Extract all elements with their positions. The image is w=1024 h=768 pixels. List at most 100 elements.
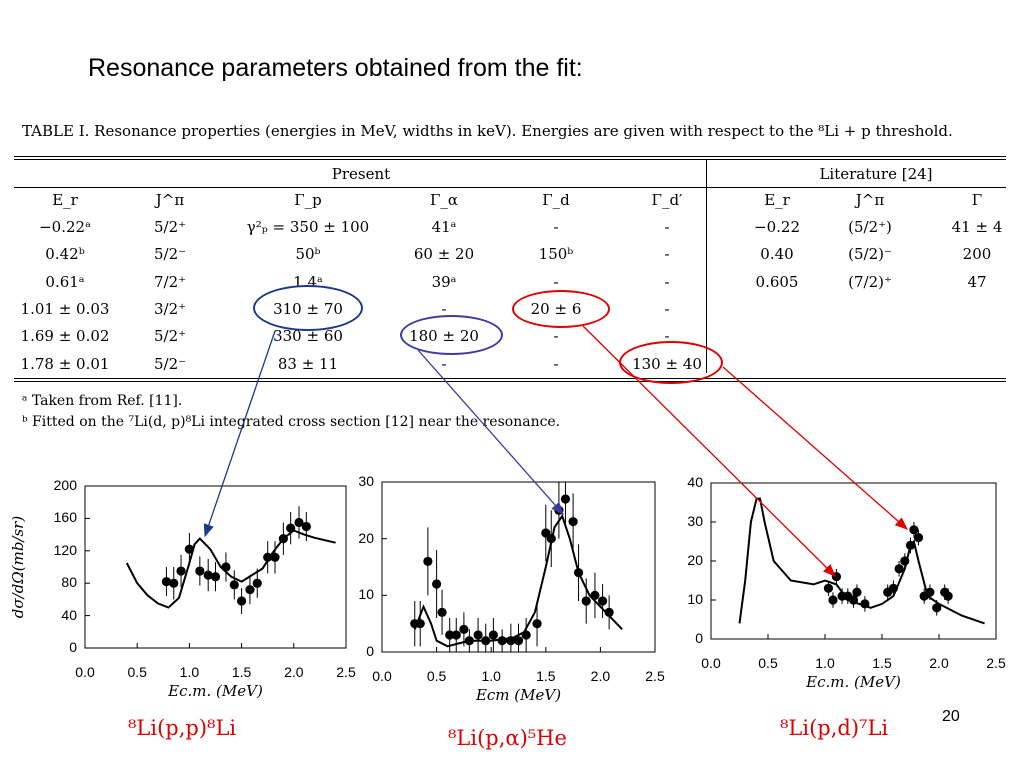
data-point bbox=[423, 556, 433, 566]
data-point bbox=[252, 578, 262, 588]
footnote-a: ᵃ Taken from Ref. [11]. bbox=[22, 393, 183, 409]
table-cell: - bbox=[664, 327, 670, 346]
y-tick-label: 0 bbox=[69, 639, 77, 655]
data-point bbox=[437, 607, 447, 617]
data-point bbox=[270, 552, 280, 562]
group-header-literature: Literature [24] bbox=[819, 165, 933, 183]
table-cell: 41 ± 4 bbox=[951, 218, 1003, 236]
y-tick-label: 0 bbox=[366, 643, 374, 659]
x-tick-label: 0.0 bbox=[75, 664, 95, 680]
data-point bbox=[195, 566, 205, 576]
x-tick-label: 1.0 bbox=[815, 655, 835, 671]
data-point bbox=[294, 517, 304, 528]
column-header: Γ_α bbox=[429, 191, 459, 209]
data-point bbox=[203, 570, 213, 580]
data-point bbox=[451, 630, 461, 640]
column-header: Γ_p bbox=[294, 191, 322, 209]
data-point bbox=[237, 596, 247, 606]
data-point bbox=[909, 525, 919, 535]
table-cell: 330 ± 60 bbox=[273, 327, 343, 346]
data-point bbox=[210, 572, 221, 582]
table-caption: TABLE I. Resonance properties (energies … bbox=[22, 122, 953, 140]
data-point bbox=[823, 583, 834, 593]
table-cell: - bbox=[553, 354, 559, 373]
y-tick-label: 0 bbox=[695, 630, 703, 646]
table-cell: 0.40 bbox=[760, 245, 794, 264]
data-point bbox=[473, 630, 483, 640]
y-tick-label: 10 bbox=[358, 586, 374, 603]
column-header: E_r bbox=[52, 191, 78, 209]
data-point bbox=[445, 630, 455, 640]
x-tick-label: 2.5 bbox=[336, 664, 356, 680]
column-header: Γ bbox=[971, 191, 983, 209]
fit-curve bbox=[738, 497, 985, 625]
data-point bbox=[828, 595, 838, 605]
data-point bbox=[597, 596, 608, 606]
table-cell: 5/2⁺ bbox=[153, 327, 187, 346]
data-point bbox=[568, 517, 578, 527]
y-tick-label: 40 bbox=[687, 474, 703, 490]
data-point bbox=[913, 533, 924, 543]
data-point bbox=[245, 585, 255, 595]
data-point bbox=[532, 619, 542, 629]
x-tick-label: 2.5 bbox=[986, 655, 1006, 671]
table-cell: 1.78 ± 0.01 bbox=[20, 354, 110, 373]
table-cell: 3/2⁺ bbox=[153, 299, 187, 318]
table-cell: (5/2)⁻ bbox=[848, 245, 892, 264]
column-header: Γ_d′ bbox=[651, 191, 683, 209]
x-axis-label: Ec.m. (MeV) bbox=[806, 673, 901, 691]
table-column-divider bbox=[706, 159, 707, 373]
reaction-label-pp: ⁸Li(p,p)⁸Li bbox=[128, 716, 237, 740]
data-point bbox=[581, 596, 591, 606]
data-point bbox=[513, 636, 524, 646]
table-cell: 200 bbox=[962, 245, 992, 264]
x-tick-label: 0.5 bbox=[127, 664, 147, 680]
data-point bbox=[263, 552, 273, 562]
x-tick-label: 2.0 bbox=[284, 664, 304, 680]
table-cell: (7/2)⁺ bbox=[848, 272, 892, 291]
y-tick-label: 160 bbox=[53, 509, 77, 526]
data-point bbox=[932, 603, 942, 613]
table-cell: 5/2⁻ bbox=[153, 354, 187, 373]
table-cell: - bbox=[664, 299, 670, 318]
fit-curve bbox=[413, 513, 623, 648]
footnote-b: ᵇ Fitted on the ⁷Li(d, p)⁸Li integrated … bbox=[22, 414, 561, 430]
table-bottom-rule-2 bbox=[14, 381, 1006, 382]
table-top-rule bbox=[14, 156, 1006, 157]
present-underline bbox=[14, 187, 706, 188]
table-cell: - bbox=[441, 354, 447, 373]
table-cell: 5/2⁺ bbox=[153, 218, 187, 236]
table-top-rule-2 bbox=[14, 159, 1006, 160]
table-cell: 1.01 ± 0.03 bbox=[20, 299, 110, 318]
table-cell: 7/2⁺ bbox=[153, 272, 187, 291]
table-cell: - bbox=[664, 245, 670, 264]
y-tick-label: 20 bbox=[358, 529, 374, 546]
x-tick-label: 1.0 bbox=[481, 668, 501, 684]
table-cell: 47 bbox=[967, 272, 987, 291]
y-tick-label: 20 bbox=[687, 552, 703, 568]
x-tick-label: 2.0 bbox=[590, 668, 611, 684]
x-axis-label: Ecm (MeV) bbox=[475, 686, 562, 704]
table-bottom-rule bbox=[14, 378, 1006, 379]
y-tick-label: 120 bbox=[53, 541, 77, 558]
x-tick-label: 1.0 bbox=[179, 664, 200, 680]
plot-frame bbox=[84, 485, 347, 649]
y-tick-label: 40 bbox=[61, 606, 77, 623]
data-point bbox=[541, 528, 551, 538]
table-cell: - bbox=[553, 272, 559, 291]
y-tick-label: 30 bbox=[358, 473, 374, 489]
page-number: 20 bbox=[942, 708, 960, 725]
table-cell: 41ᵃ bbox=[431, 218, 457, 236]
x-tick-label: 0.5 bbox=[758, 655, 778, 671]
y-tick-label: 10 bbox=[687, 591, 703, 607]
table-cell: - bbox=[664, 218, 670, 236]
fit-curve bbox=[125, 529, 336, 609]
highlight-oval-gamma-d bbox=[512, 290, 610, 328]
arrow-gamma-d bbox=[582, 325, 836, 577]
table-cell: - bbox=[441, 299, 447, 318]
data-point bbox=[852, 587, 862, 597]
y-tick-label: 200 bbox=[53, 477, 77, 493]
highlight-oval-gamma-p bbox=[253, 285, 363, 331]
x-tick-label: 1.5 bbox=[872, 655, 892, 671]
x-tick-label: 1.5 bbox=[231, 664, 252, 680]
